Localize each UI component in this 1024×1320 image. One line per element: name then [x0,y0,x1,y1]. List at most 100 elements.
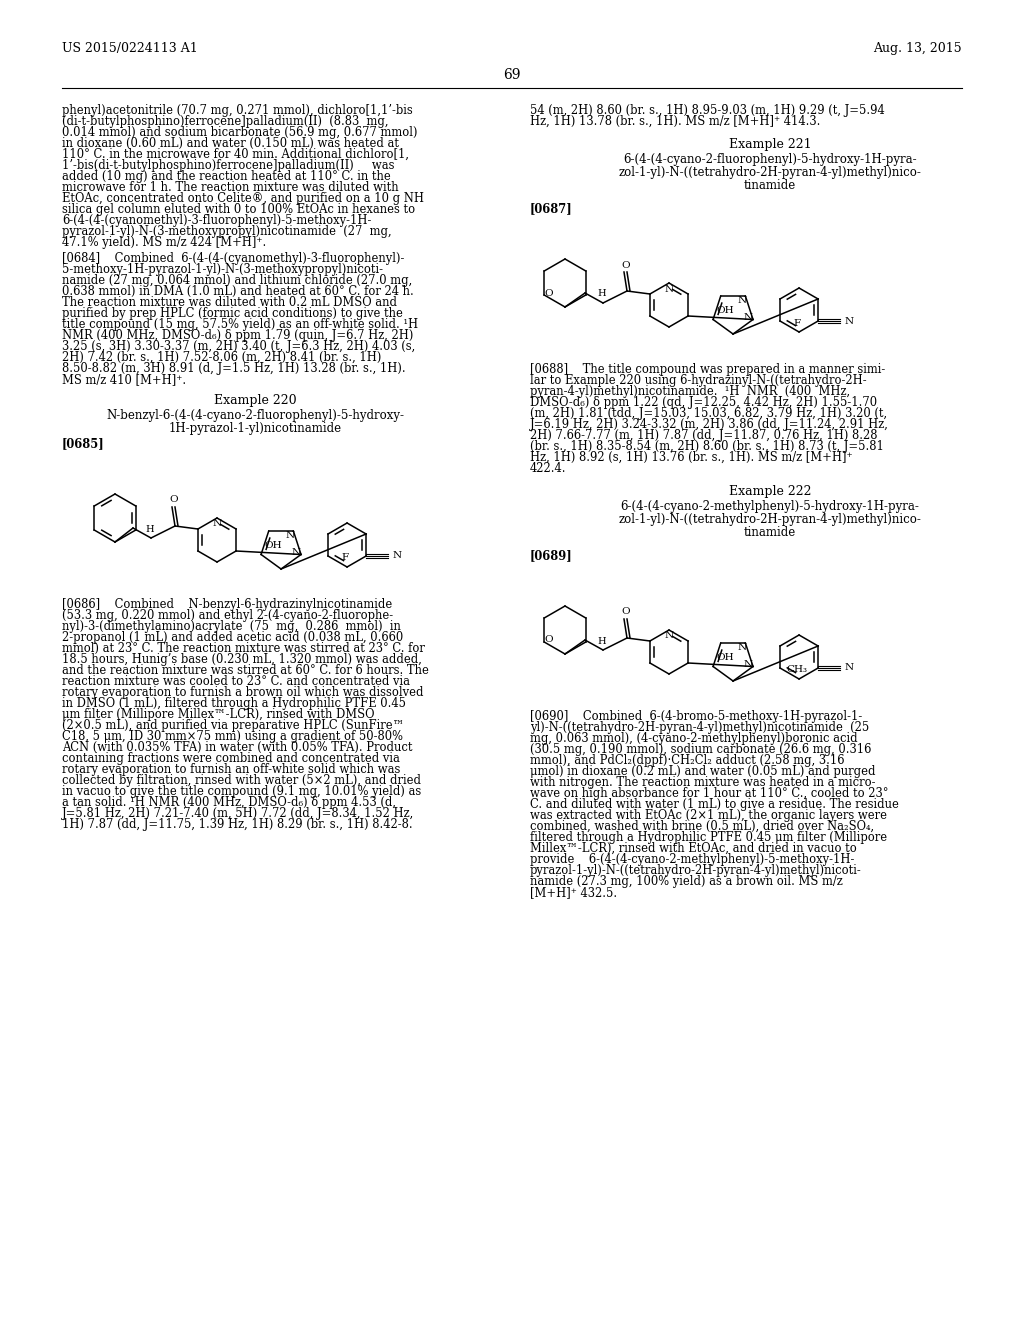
Text: and the reaction mixture was stirred at 60° C. for 6 hours. The: and the reaction mixture was stirred at … [62,664,429,677]
Text: pyrazol-1-yl)-N-(3-methoxypropyl)nicotinamide  (27  mg,: pyrazol-1-yl)-N-(3-methoxypropyl)nicotin… [62,224,391,238]
Text: a tan solid. ¹H NMR (400 MHz, DMSO-d₆) δ ppm 4.53 (d,: a tan solid. ¹H NMR (400 MHz, DMSO-d₆) δ… [62,796,396,809]
Text: rotary evaporation to furnish an off-white solid which was: rotary evaporation to furnish an off-whi… [62,763,400,776]
Text: [M+H]⁺ 432.5.: [M+H]⁺ 432.5. [530,886,617,899]
Text: 54 (m, 2H) 8.60 (br. s., 1H) 8.95-9.03 (m, 1H) 9.29 (t, J=5.94: 54 (m, 2H) 8.60 (br. s., 1H) 8.95-9.03 (… [530,104,885,117]
Text: (2×0.5 mL), and purified via preparative HPLC (SunFire™: (2×0.5 mL), and purified via preparative… [62,719,404,733]
Text: 2-propanol (1 mL) and added acetic acid (0.038 mL, 0.660: 2-propanol (1 mL) and added acetic acid … [62,631,403,644]
Text: combined, washed with brine (0.5 mL), dried over Na₂SO₄,: combined, washed with brine (0.5 mL), dr… [530,820,874,833]
Text: in dioxane (0.60 mL) and water (0.150 mL) was heated at: in dioxane (0.60 mL) and water (0.150 mL… [62,137,399,150]
Text: purified by prep HPLC (formic acid conditions) to give the: purified by prep HPLC (formic acid condi… [62,308,402,319]
Text: filtered through a Hydrophilic PTFE 0.45 μm filter (Millipore: filtered through a Hydrophilic PTFE 0.45… [530,832,887,843]
Text: in vacuo to give the title compound (9.1 mg, 10.01% yield) as: in vacuo to give the title compound (9.1… [62,785,421,799]
Text: 1H) 7.87 (dd, J=11.75, 1.39 Hz, 1H) 8.29 (br. s., 1H) 8.42-8.: 1H) 7.87 (dd, J=11.75, 1.39 Hz, 1H) 8.29… [62,818,413,832]
Text: MS m/z 410 [M+H]⁺.: MS m/z 410 [M+H]⁺. [62,374,186,385]
Text: DMSO-d₆) δ ppm 1.22 (qd, J=12.25, 4.42 Hz, 2H) 1.55-1.70: DMSO-d₆) δ ppm 1.22 (qd, J=12.25, 4.42 H… [530,396,878,409]
Text: F: F [794,318,801,327]
Text: yl)-N-((tetrahydro-2H-pyran-4-yl)methyl)nicotinamide  (25: yl)-N-((tetrahydro-2H-pyran-4-yl)methyl)… [530,721,869,734]
Text: Example 221: Example 221 [729,139,811,150]
Text: EtOAc, concentrated onto Celite®, and purified on a 10 g NH: EtOAc, concentrated onto Celite®, and pu… [62,191,424,205]
Text: O: O [544,289,553,297]
Text: pyrazol-1-yl)-N-((tetrahydro-2H-pyran-4-yl)methyl)nicoti-: pyrazol-1-yl)-N-((tetrahydro-2H-pyran-4-… [530,865,862,876]
Text: in DMSO (1 mL), filtered through a Hydrophilic PTFE 0.45: in DMSO (1 mL), filtered through a Hydro… [62,697,406,710]
Text: 18.5 hours, Hunig’s base (0.230 mL, 1.320 mmol) was added,: 18.5 hours, Hunig’s base (0.230 mL, 1.32… [62,653,422,667]
Text: namide (27 mg, 0.064 mmol) and lithium chloride (27.0 mg,: namide (27 mg, 0.064 mmol) and lithium c… [62,275,413,286]
Text: CH₃: CH₃ [786,664,808,673]
Text: N: N [844,317,853,326]
Text: Example 222: Example 222 [729,484,811,498]
Text: (di-t-butylphosphino)ferrocene]palladium(II)  (8.83  mg,: (di-t-butylphosphino)ferrocene]palladium… [62,115,388,128]
Text: reaction mixture was cooled to 23° C. and concentrated via: reaction mixture was cooled to 23° C. an… [62,675,410,688]
Text: Aug. 13, 2015: Aug. 13, 2015 [873,42,962,55]
Text: (m, 2H) 1.81 (tdd, J=15.03, 15.03, 6.82, 3.79 Hz, 1H) 3.20 (t,: (m, 2H) 1.81 (tdd, J=15.03, 15.03, 6.82,… [530,407,887,420]
Text: 5-methoxy-1H-pyrazol-1-yl)-N-(3-methoxypropyl)nicoti-: 5-methoxy-1H-pyrazol-1-yl)-N-(3-methoxyp… [62,263,383,276]
Text: N: N [665,631,674,640]
Text: O: O [544,635,553,644]
Text: N: N [738,643,746,652]
Text: wave on high absorbance for 1 hour at 110° C., cooled to 23°: wave on high absorbance for 1 hour at 11… [530,787,889,800]
Text: N: N [844,664,853,672]
Text: 69: 69 [503,69,521,82]
Text: H: H [145,524,155,533]
Text: 110° C. in the microwave for 40 min. Additional dichloro[1,: 110° C. in the microwave for 40 min. Add… [62,148,409,161]
Text: namide (27.3 mg, 100% yield) as a brown oil. MS m/z: namide (27.3 mg, 100% yield) as a brown … [530,875,843,888]
Text: 6-(4-(4-(cyanomethyl)-3-fluorophenyl)-5-methoxy-1H-: 6-(4-(4-(cyanomethyl)-3-fluorophenyl)-5-… [62,214,372,227]
Text: OH: OH [716,653,734,663]
Text: microwave for 1 h. The reaction mixture was diluted with: microwave for 1 h. The reaction mixture … [62,181,398,194]
Text: N: N [292,548,301,557]
Text: 0.638 mmol) in DMA (1.0 mL) and heated at 60° C. for 24 h.: 0.638 mmol) in DMA (1.0 mL) and heated a… [62,285,414,298]
Text: 3.25 (s, 3H) 3.30-3.37 (m, 2H) 3.40 (t, J=6.3 Hz, 2H) 4.03 (s,: 3.25 (s, 3H) 3.30-3.37 (m, 2H) 3.40 (t, … [62,341,416,352]
Text: F: F [341,553,348,562]
Text: 8.50-8.82 (m, 3H) 8.91 (d, J=1.5 Hz, 1H) 13.28 (br. s., 1H).: 8.50-8.82 (m, 3H) 8.91 (d, J=1.5 Hz, 1H)… [62,362,406,375]
Text: 1’-bis(di-t-butylphosphino)ferrocene]palladium(II)     was: 1’-bis(di-t-butylphosphino)ferrocene]pal… [62,158,394,172]
Text: μm filter (Millipore Millex™-LCR), rinsed with DMSO: μm filter (Millipore Millex™-LCR), rinse… [62,708,375,721]
Text: pyran-4-yl)methyl)nicotinamide.  ¹H  NMR  (400  MHz,: pyran-4-yl)methyl)nicotinamide. ¹H NMR (… [530,385,850,399]
Text: [0688]    The title compound was prepared in a manner simi-: [0688] The title compound was prepared i… [530,363,886,376]
Text: 422.4.: 422.4. [530,462,566,475]
Text: lar to Example 220 using 6-hydrazinyl-N-((tetrahydro-2H-: lar to Example 220 using 6-hydrazinyl-N-… [530,374,866,387]
Text: Hz, 1H) 13.78 (br. s., 1H). MS m/z [M+H]⁺ 414.3.: Hz, 1H) 13.78 (br. s., 1H). MS m/z [M+H]… [530,115,820,128]
Text: OH: OH [264,541,282,550]
Text: J=5.81 Hz, 2H) 7.21-7.40 (m, 5H) 7.72 (dd, J=8.34, 1.52 Hz,: J=5.81 Hz, 2H) 7.21-7.40 (m, 5H) 7.72 (d… [62,807,415,820]
Text: mmol), and PdCl₂(dppf)·CH₂Cl₂ adduct (2.58 mg, 3.16: mmol), and PdCl₂(dppf)·CH₂Cl₂ adduct (2.… [530,754,845,767]
Text: H: H [598,636,606,645]
Text: rotary evaporation to furnish a brown oil which was dissolved: rotary evaporation to furnish a brown oi… [62,686,424,700]
Text: [0687]: [0687] [530,202,572,215]
Text: mmol) at 23° C. The reaction mixture was stirred at 23° C. for: mmol) at 23° C. The reaction mixture was… [62,642,425,655]
Text: (30.5 mg, 0.190 mmol), sodium carbonate (26.6 mg, 0.316: (30.5 mg, 0.190 mmol), sodium carbonate … [530,743,871,756]
Text: N: N [286,531,295,540]
Text: N: N [743,313,753,322]
Text: mg, 0.063 mmol), (4-cyano-2-methylphenyl)boronic acid: mg, 0.063 mmol), (4-cyano-2-methylphenyl… [530,733,858,744]
Text: zol-1-yl)-N-((tetrahydro-2H-pyran-4-yl)methyl)nico-: zol-1-yl)-N-((tetrahydro-2H-pyran-4-yl)m… [618,513,922,525]
Text: [0684]    Combined  6-(4-(4-(cyanomethyl)-3-fluorophenyl)-: [0684] Combined 6-(4-(4-(cyanomethyl)-3-… [62,252,404,265]
Text: ACN (with 0.035% TFA) in water (with 0.05% TFA). Product: ACN (with 0.035% TFA) in water (with 0.0… [62,741,413,754]
Text: N: N [392,552,401,561]
Text: NMR (400 MHz, DMSO-d₆) δ ppm 1.79 (quin, J=6.7 Hz, 2H): NMR (400 MHz, DMSO-d₆) δ ppm 1.79 (quin,… [62,329,414,342]
Text: collected by filtration, rinsed with water (5×2 mL), and dried: collected by filtration, rinsed with wat… [62,774,421,787]
Text: Example 220: Example 220 [214,393,296,407]
Text: O: O [622,260,630,269]
Text: 6-(4-(4-cyano-2-fluorophenyl)-5-hydroxy-1H-pyra-: 6-(4-(4-cyano-2-fluorophenyl)-5-hydroxy-… [624,153,916,166]
Text: zol-1-yl)-N-((tetrahydro-2H-pyran-4-yl)methyl)nico-: zol-1-yl)-N-((tetrahydro-2H-pyran-4-yl)m… [618,166,922,180]
Text: added (10 mg) and the reaction heated at 110° C. in the: added (10 mg) and the reaction heated at… [62,170,391,183]
Text: C18, 5 μm, ID 30 mm×75 mm) using a gradient of 50-80%: C18, 5 μm, ID 30 mm×75 mm) using a gradi… [62,730,403,743]
Text: tinamide: tinamide [743,180,796,191]
Text: 1H-pyrazol-1-yl)nicotinamide: 1H-pyrazol-1-yl)nicotinamide [168,422,342,436]
Text: with nitrogen. The reaction mixture was heated in a micro-: with nitrogen. The reaction mixture was … [530,776,876,789]
Text: N: N [738,296,746,305]
Text: [0689]: [0689] [530,549,572,562]
Text: [0690]    Combined  6-(4-bromo-5-methoxy-1H-pyrazol-1-: [0690] Combined 6-(4-bromo-5-methoxy-1H-… [530,710,862,723]
Text: OH: OH [716,306,734,315]
Text: N-benzyl-6-(4-(4-cyano-2-fluorophenyl)-5-hydroxy-: N-benzyl-6-(4-(4-cyano-2-fluorophenyl)-5… [106,409,404,422]
Text: US 2015/0224113 A1: US 2015/0224113 A1 [62,42,198,55]
Text: N: N [212,520,221,528]
Text: 2H) 7.66-7.77 (m, 1H) 7.87 (dd, J=11.87, 0.76 Hz, 1H) 8.28: 2H) 7.66-7.77 (m, 1H) 7.87 (dd, J=11.87,… [530,429,878,442]
Text: Hz, 1H) 8.92 (s, 1H) 13.76 (br. s., 1H). MS m/z [M+H]⁺: Hz, 1H) 8.92 (s, 1H) 13.76 (br. s., 1H).… [530,451,853,465]
Text: [0686]    Combined    N-benzyl-6-hydrazinylnicotinamide: [0686] Combined N-benzyl-6-hydrazinylnic… [62,598,392,611]
Text: N: N [743,660,753,669]
Text: N: N [665,285,674,293]
Text: The reaction mixture was diluted with 0.2 mL DMSO and: The reaction mixture was diluted with 0.… [62,296,397,309]
Text: O: O [169,495,178,504]
Text: J=6.19 Hz, 2H) 3.24-3.32 (m, 2H) 3.86 (dd, J=11.24, 2.91 Hz,: J=6.19 Hz, 2H) 3.24-3.32 (m, 2H) 3.86 (d… [530,418,889,432]
Text: C. and diluted with water (1 mL) to give a residue. The residue: C. and diluted with water (1 mL) to give… [530,799,899,810]
Text: containing fractions were combined and concentrated via: containing fractions were combined and c… [62,752,400,766]
